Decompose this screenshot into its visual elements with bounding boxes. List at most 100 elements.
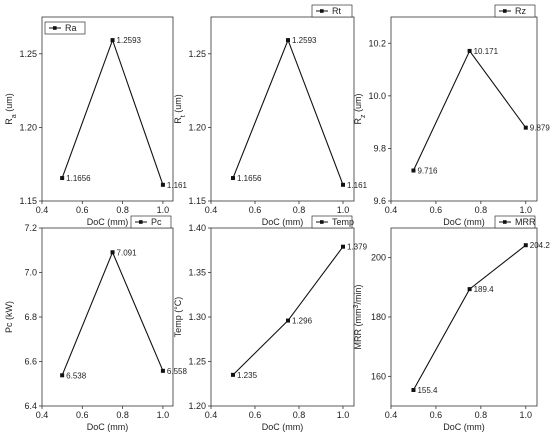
data-label: 6.538 bbox=[66, 371, 87, 380]
y-tick-label: 1.25 bbox=[188, 357, 206, 367]
legend-label: MRR bbox=[515, 217, 536, 227]
data-label: 1.2593 bbox=[292, 36, 317, 45]
data-label: 9.716 bbox=[417, 167, 438, 176]
y-tick-label: 6.8 bbox=[24, 312, 37, 322]
legend: Rt bbox=[311, 4, 353, 18]
legend: Pc bbox=[130, 215, 172, 229]
x-tick-label: 1.0 bbox=[520, 205, 533, 215]
x-tick-label: 0.8 bbox=[293, 410, 306, 420]
y-tick-label: 1.15 bbox=[188, 196, 206, 206]
legend-box bbox=[130, 215, 172, 229]
y-tick-label: 1.40 bbox=[188, 223, 206, 233]
y-tick-label: 6.6 bbox=[24, 357, 37, 367]
legend-label: Ra bbox=[65, 23, 77, 33]
y-tick-label: 9.6 bbox=[373, 196, 386, 206]
x-tick-label: 1.0 bbox=[157, 205, 170, 215]
y-tick-label: 180 bbox=[371, 312, 386, 322]
data-point bbox=[60, 373, 65, 378]
y-tick-label: 10.2 bbox=[368, 38, 386, 48]
data-label: 7.091 bbox=[117, 248, 138, 257]
x-tick-label: 0.8 bbox=[116, 205, 129, 215]
chart-panel-3: 0.4 0.6 0.8 1.0 9.6 9.8 10.0 10.2 DoC (mm) Rz (um… bbox=[353, 4, 550, 227]
y-tick-label: 1.20 bbox=[19, 122, 37, 132]
chart-panel-4: 0.4 0.6 0.8 1.0 6.4 6.6 6.8 7.0 7.2 DoC (mm) Pc (k… bbox=[4, 215, 187, 432]
y-tick-label: 1.35 bbox=[188, 268, 206, 278]
x-tick-label: 0.4 bbox=[36, 205, 49, 215]
legend: MRR bbox=[494, 215, 536, 229]
y-axis-title: Pc (kW) bbox=[4, 301, 14, 333]
y-tick-label: 1.15 bbox=[19, 196, 37, 206]
y-tick-label: 1.20 bbox=[188, 122, 206, 132]
x-tick-label: 0.6 bbox=[430, 205, 443, 215]
y-tick-label: 7.0 bbox=[24, 268, 37, 278]
x-tick-label: 0.8 bbox=[293, 205, 306, 215]
x-tick-label: 0.4 bbox=[205, 205, 218, 215]
x-tick-label: 1.0 bbox=[337, 410, 350, 420]
y-tick-label: 6.4 bbox=[24, 401, 37, 411]
legend-box bbox=[44, 21, 86, 35]
data-point bbox=[60, 176, 65, 181]
x-axis-title: DoC (mm) bbox=[443, 217, 485, 227]
data-label: 9.879 bbox=[530, 124, 550, 133]
legend-marker-swatch bbox=[320, 9, 324, 13]
data-point bbox=[286, 38, 290, 43]
x-tick-label: 0.4 bbox=[385, 410, 398, 420]
plot-frame bbox=[210, 16, 355, 202]
data-point bbox=[286, 318, 290, 323]
x-tick-label: 0.8 bbox=[475, 205, 488, 215]
legend-marker-swatch bbox=[503, 9, 507, 13]
series-line bbox=[232, 246, 344, 376]
data-point bbox=[411, 168, 416, 173]
legend: Ra bbox=[44, 21, 86, 35]
x-tick-label: 0.4 bbox=[36, 410, 49, 420]
data-label: 10.171 bbox=[474, 47, 499, 56]
y-tick-label: 1.25 bbox=[19, 49, 37, 59]
legend-marker-swatch bbox=[53, 26, 57, 30]
legend-marker-swatch bbox=[139, 220, 143, 224]
legend-label: Temp bbox=[332, 217, 354, 227]
x-tick-label: 0.4 bbox=[385, 205, 398, 215]
legend-box bbox=[311, 4, 353, 18]
plot-frame bbox=[390, 16, 538, 202]
data-label: 1.1656 bbox=[237, 174, 262, 183]
data-label: 1.2593 bbox=[117, 36, 142, 45]
y-axis-title: MRR (mm3/min) bbox=[353, 285, 364, 350]
legend-label: Rt bbox=[332, 6, 341, 16]
y-axis-title: Temp (°C) bbox=[173, 297, 183, 338]
x-tick-label: 0.8 bbox=[475, 410, 488, 420]
legend-label: Rz bbox=[515, 6, 526, 16]
data-label: 1.161 bbox=[167, 181, 188, 190]
legend-marker-swatch bbox=[320, 220, 324, 224]
data-point bbox=[341, 244, 345, 249]
data-point bbox=[110, 250, 115, 255]
y-tick-label: 9.8 bbox=[373, 143, 386, 153]
series-line bbox=[412, 244, 527, 391]
x-tick-label: 0.6 bbox=[249, 410, 262, 420]
data-label: 1.235 bbox=[237, 371, 258, 380]
data-point bbox=[411, 387, 416, 392]
legend-marker-swatch bbox=[503, 220, 507, 224]
data-point bbox=[467, 287, 472, 292]
series-line bbox=[232, 38, 344, 186]
series-line bbox=[61, 38, 164, 185]
x-axis-title: DoC (mm) bbox=[262, 422, 304, 432]
x-tick-label: 0.6 bbox=[76, 205, 89, 215]
x-tick-label: 0.6 bbox=[249, 205, 262, 215]
y-axis-title: Rz (um) bbox=[353, 94, 367, 125]
y-axis-title: Ra (um) bbox=[4, 93, 18, 124]
x-tick-label: 0.8 bbox=[116, 410, 129, 420]
y-tick-label: 1.20 bbox=[188, 401, 206, 411]
y-tick-label: 10.0 bbox=[368, 91, 386, 101]
data-label: 1.161 bbox=[347, 181, 368, 190]
plot-frame bbox=[41, 227, 174, 407]
data-point bbox=[523, 125, 528, 130]
data-label: 1.296 bbox=[292, 317, 313, 326]
data-label: 1.1656 bbox=[66, 174, 91, 183]
y-tick-label: 1.25 bbox=[188, 49, 206, 59]
x-tick-label: 1.0 bbox=[520, 410, 533, 420]
y-tick-label: 160 bbox=[371, 371, 386, 381]
x-axis-title: DoC (mm) bbox=[262, 217, 304, 227]
chart-panel-2: 0.4 0.6 0.8 1.0 1.15 1.20 1.25 DoC (mm) Rt (um) 1… bbox=[173, 4, 368, 227]
chart-panel-1: 0.4 0.6 0.8 1.0 1.15 1.20 1.25 DoC (mm) Ra (um) 1… bbox=[4, 16, 188, 227]
x-axis-title: DoC (mm) bbox=[443, 422, 485, 432]
